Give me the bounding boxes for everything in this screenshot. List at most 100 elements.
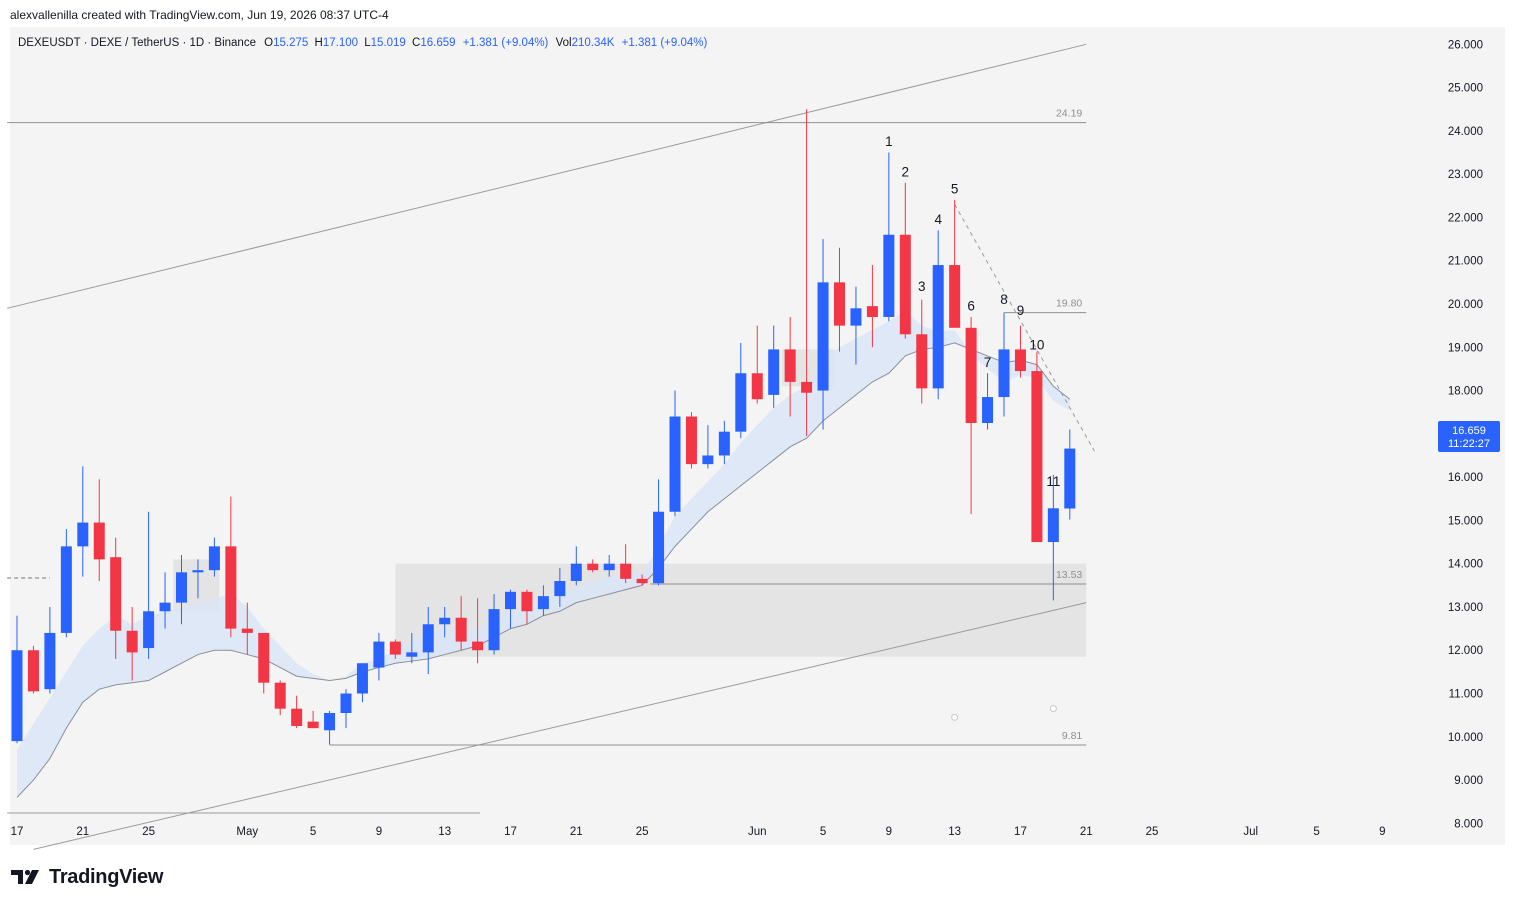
- wave-count-label: 10: [1029, 337, 1044, 352]
- legend-low-label: L: [364, 37, 371, 49]
- time-axis-tick: 17: [504, 826, 517, 838]
- candle-body: [44, 632, 56, 690]
- tradingview-brand[interactable]: TradingView: [10, 864, 163, 890]
- candle-body: [949, 265, 961, 328]
- time-axis: 17 21 25 May 5 9 13 17 21 25 Jun 5 9 13 17 21 25 Jul 5 9: [11, 826, 1386, 838]
- candle-body: [768, 349, 780, 395]
- candle-body: [718, 431, 730, 456]
- last-price-badge: 16.659 11:22:27: [1438, 421, 1500, 452]
- candle-body: [603, 563, 615, 571]
- legend-low: 15.019: [371, 37, 406, 49]
- candles-layer: [11, 109, 1076, 745]
- candle-body: [110, 557, 122, 631]
- price-axis-tick: 16.000: [1448, 472, 1483, 484]
- tradingview-logo-icon: [11, 869, 39, 884]
- candle-body: [916, 334, 928, 389]
- level-label: 24.19: [1056, 108, 1082, 120]
- candle-body: [143, 611, 155, 649]
- price-axis-tick: 11.000: [1449, 689, 1483, 701]
- candle-body: [866, 306, 878, 317]
- candle-body: [389, 641, 401, 655]
- candle-body: [439, 617, 451, 625]
- price-axis-tick: 8.000: [1454, 818, 1483, 830]
- time-axis-tick: 9: [1379, 826, 1385, 838]
- price-axis-tick: 25.000: [1448, 83, 1483, 95]
- candle-body: [982, 397, 994, 424]
- price-axis-tick: 12.000: [1448, 645, 1483, 657]
- candle-body: [192, 570, 204, 573]
- price-axis: 26.000 25.000 24.000 23.000 22.000 21.000 20.0…: [1448, 39, 1483, 830]
- price-badge-price: 16.659: [1452, 425, 1486, 437]
- price-axis-tick: 22.000: [1448, 212, 1483, 224]
- legend-high: 17.100: [323, 37, 358, 49]
- time-axis-tick: 13: [438, 826, 451, 838]
- time-axis-tick: 25: [636, 826, 649, 838]
- candle-body: [422, 624, 434, 653]
- price-badge-countdown: 11:22:27: [1448, 438, 1490, 450]
- legend-change: +1.381 (+9.04%): [463, 37, 549, 49]
- level-label: 19.80: [1056, 298, 1082, 310]
- candle-body: [488, 609, 500, 651]
- candle-body: [653, 511, 665, 584]
- time-axis-tick: 5: [1313, 826, 1319, 838]
- candle-body: [521, 591, 533, 612]
- legend-volume-change: +1.381 (+9.04%): [622, 37, 708, 49]
- price-axis-tick: 23.000: [1448, 169, 1483, 181]
- time-axis-tick: 9: [886, 826, 892, 838]
- candle-body: [274, 682, 286, 709]
- candle-body: [834, 282, 845, 326]
- candle-body: [850, 308, 862, 326]
- candle-body: [159, 602, 171, 612]
- candle-body: [636, 578, 648, 584]
- marker-dot: [951, 713, 959, 721]
- candle-body: [241, 628, 253, 633]
- price-axis-tick: 9.000: [1454, 775, 1483, 787]
- candle-body: [570, 563, 582, 581]
- wave-count-label: 1: [885, 134, 893, 149]
- candle-body: [784, 349, 796, 382]
- time-axis-tick: 17: [1014, 826, 1027, 838]
- candle-body: [932, 265, 944, 389]
- legend-volume: 210.34K: [572, 37, 615, 49]
- time-axis-tick: 25: [142, 826, 155, 838]
- candle-body: [998, 349, 1010, 398]
- candle-body: [1031, 371, 1043, 543]
- channel-upper-line: [7, 43, 1087, 309]
- candle-body: [258, 632, 270, 683]
- price-axis-tick: 26.000: [1448, 39, 1483, 51]
- time-axis-tick: Jun: [748, 826, 767, 838]
- time-axis-tick: Jul: [1243, 826, 1258, 838]
- price-axis-tick: 13.000: [1448, 602, 1483, 614]
- price-axis-tick: 18.000: [1448, 386, 1483, 398]
- wave-count-label: 3: [918, 279, 926, 294]
- candle-body: [11, 650, 23, 742]
- level-label: 13.53: [1056, 569, 1082, 581]
- legend-close-label: C: [412, 37, 420, 49]
- price-axis-tick: 15.000: [1448, 515, 1483, 527]
- candle-body: [356, 663, 368, 694]
- time-axis-tick: 5: [310, 826, 316, 838]
- candle-body: [702, 455, 714, 465]
- candle-body: [27, 650, 39, 692]
- legend-high-label: H: [315, 37, 323, 49]
- wave-count-label: 5: [951, 182, 959, 197]
- price-axis-tick: 24.000: [1448, 126, 1483, 138]
- legend-close: 16.659: [420, 37, 455, 49]
- marker-dot: [1049, 705, 1057, 713]
- time-axis-tick: 25: [1146, 826, 1159, 838]
- candle-body: [899, 234, 911, 335]
- wave-count-label: 11: [1046, 474, 1060, 489]
- candle-body: [587, 563, 599, 571]
- wave-count-label: 2: [902, 164, 910, 179]
- wave-count-label: 6: [967, 298, 975, 313]
- candle-body: [406, 652, 418, 657]
- candle-body: [883, 234, 895, 317]
- candle-body: [1047, 508, 1059, 543]
- candle-body: [291, 708, 303, 726]
- candle-body: [801, 381, 813, 393]
- price-axis-tick: 20.000: [1448, 299, 1483, 311]
- drawings-layer: 24.19 19.80 13.53 9.81: [7, 43, 1095, 850]
- candle-body: [472, 641, 484, 651]
